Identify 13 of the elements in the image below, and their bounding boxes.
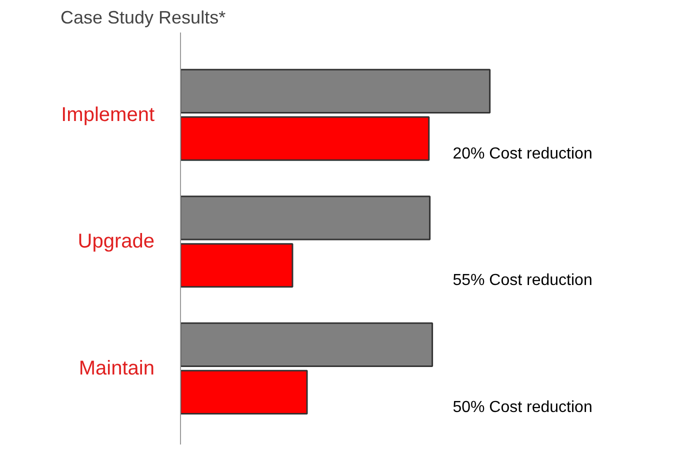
- y-tick-label: Maintain: [78, 357, 155, 380]
- annotation: 50% Cost reduction: [452, 398, 592, 416]
- bar: [180, 116, 430, 161]
- y-tick-label: Upgrade: [78, 230, 154, 253]
- bar: [180, 370, 308, 414]
- annotation: 20% Cost reduction: [452, 145, 592, 162]
- bar: [180, 322, 434, 368]
- annotation: 55% Cost reduction: [452, 272, 592, 290]
- bar: [180, 243, 294, 288]
- chart-title: Case Study Results*: [60, 8, 226, 28]
- y-tick-label: Implement: [61, 104, 155, 126]
- bar: [180, 196, 431, 240]
- bar: [180, 68, 491, 114]
